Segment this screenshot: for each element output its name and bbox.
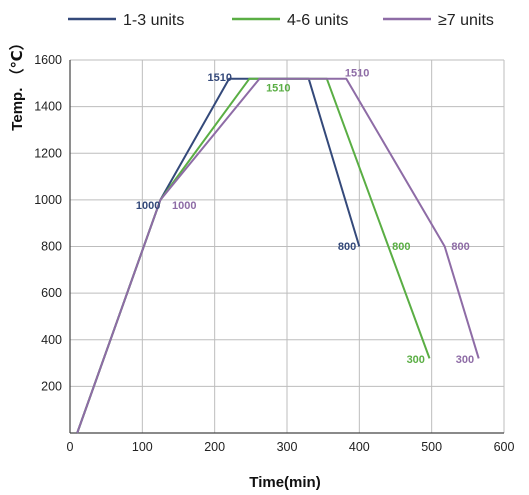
x-tick-label: 600 — [494, 440, 515, 454]
y-tick-label: 1200 — [34, 146, 62, 160]
y-tick-labels: 200 400 600 800 1000 1200 1400 1600 — [34, 53, 62, 393]
y-tick-label: 800 — [41, 240, 62, 254]
y-tick-label: 200 — [41, 379, 62, 393]
data-label: 300 — [456, 354, 474, 366]
y-axis-label: Temp. （℃） — [8, 35, 26, 130]
y-tick-label: 1000 — [34, 193, 62, 207]
legend: 1-3 units 4-6 units ≥7 units — [68, 12, 494, 29]
y-tick-label: 600 — [41, 286, 62, 300]
x-tick-label: 400 — [349, 440, 370, 454]
axes — [69, 60, 504, 434]
y-tick-label: 1600 — [34, 53, 62, 67]
series-lines — [76, 77, 480, 434]
series-line-7-units — [76, 77, 480, 434]
data-label: 1510 — [345, 67, 369, 79]
y-tick-label: 400 — [41, 333, 62, 347]
data-label: 1000 — [136, 200, 160, 212]
x-tick-labels: 0 100 200 300 400 500 600 — [67, 440, 515, 454]
x-tick-label: 500 — [421, 440, 442, 454]
legend-label-1-3-units: 1-3 units — [123, 12, 184, 29]
grid-lines — [70, 59, 505, 433]
x-tick-label: 200 — [204, 440, 225, 454]
x-tick-label: 100 — [132, 440, 153, 454]
legend-label-4-6-units: 4-6 units — [287, 12, 348, 29]
x-tick-label: 0 — [67, 440, 74, 454]
legend-label-7-units: ≥7 units — [438, 12, 494, 29]
x-axis-label: Time(min) — [249, 474, 320, 491]
annotations: 1510 1510 1510 1000 1000 800 800 800 300 300 — [136, 67, 474, 366]
data-label: 300 — [407, 354, 425, 366]
data-label: 800 — [392, 241, 410, 253]
data-label: 1510 — [207, 72, 231, 84]
data-label: 800 — [338, 241, 356, 253]
x-tick-label: 300 — [277, 440, 298, 454]
data-label: 800 — [451, 241, 469, 253]
y-tick-label: 1400 — [34, 100, 62, 114]
data-label: 1510 — [266, 82, 290, 94]
data-label: 1000 — [172, 200, 196, 212]
series-line-1-3-units — [76, 77, 361, 434]
